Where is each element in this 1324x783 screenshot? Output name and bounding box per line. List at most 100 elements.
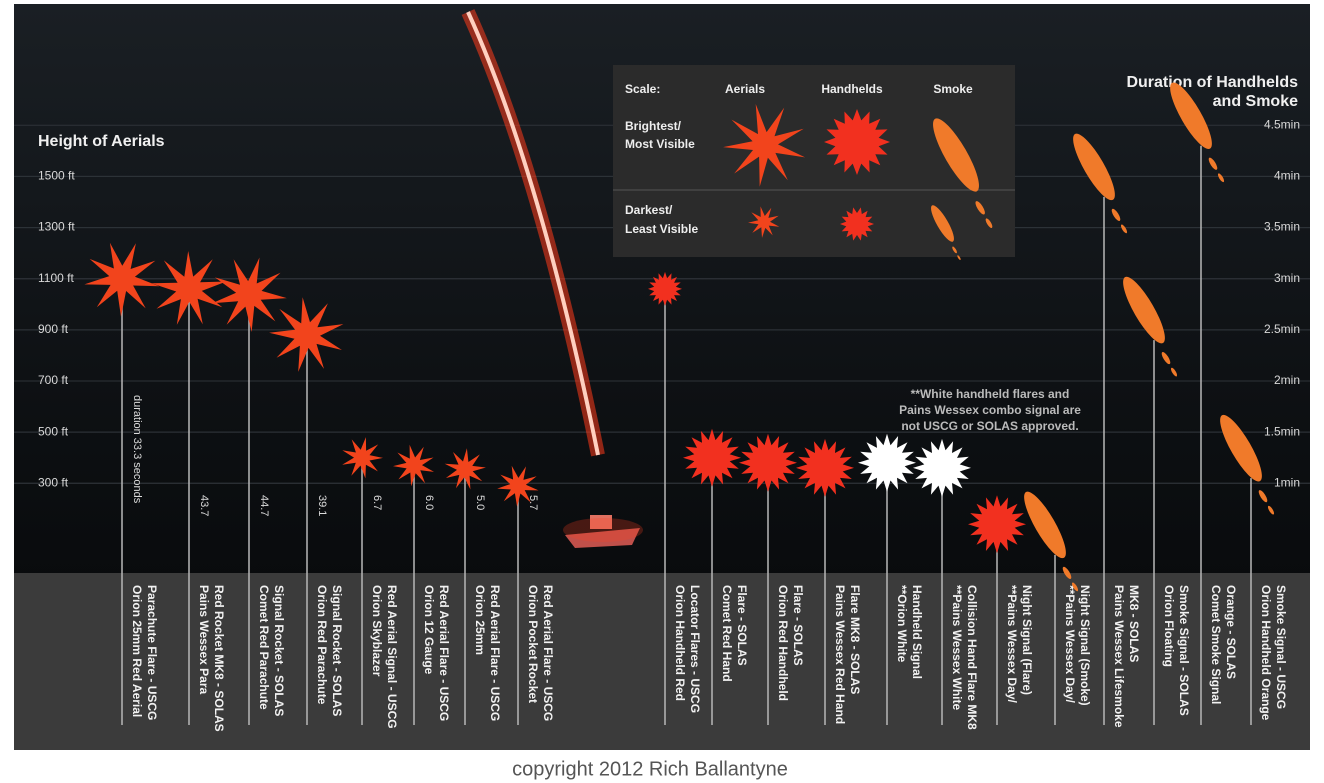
- handheld-burst: [683, 428, 741, 487]
- duration-label: 43.7: [198, 495, 210, 516]
- duration-label: 5.7: [527, 495, 539, 510]
- y-tick-label: 1300 ft: [38, 220, 75, 234]
- y2-tick-label: 1.5min: [1264, 424, 1300, 438]
- boat: [565, 528, 640, 548]
- y2-tick-label: 2.5min: [1264, 322, 1300, 336]
- aerial-burst: [151, 251, 227, 325]
- smoke-tail: [1258, 490, 1268, 503]
- x-tick-label: Comet Smoke Signal: [1209, 585, 1223, 704]
- y-tick-label: 700 ft: [38, 373, 69, 387]
- x-tick-label: Locator Flares - USCG: [688, 585, 702, 713]
- boat-glow: [563, 518, 643, 542]
- y2-axis-title: and Smoke: [1213, 93, 1298, 110]
- x-tick-label: Orion Red Parachute: [315, 585, 329, 705]
- smoke-tail: [1161, 352, 1171, 365]
- x-tick-label: Handheld Signal: [910, 585, 924, 679]
- scale-icon: [748, 206, 780, 238]
- smoke-tail: [975, 201, 985, 215]
- duration-label: duration 33.3 seconds: [131, 395, 143, 504]
- smoke-plume: [1024, 491, 1066, 559]
- y2-tick-label: 2min: [1274, 373, 1300, 387]
- y-tick-label: 300 ft: [38, 475, 69, 489]
- x-tick-label: Red Rocket MK8 - SOLAS: [212, 585, 226, 732]
- scale-title: Scale:: [625, 82, 660, 96]
- scale-row-label: Darkest/: [625, 203, 673, 217]
- legend-entry: Smoke: [933, 82, 973, 96]
- scale-icon: [723, 104, 806, 187]
- smoke-tail: [952, 246, 957, 254]
- rocket-trail: [466, 11, 600, 456]
- smoke-plume: [1123, 276, 1165, 344]
- y2-axis-title: Duration of Handhelds: [1126, 74, 1298, 91]
- x-tick-label: Pains Wessex Red Hand: [833, 585, 847, 724]
- smoke-tail: [1111, 208, 1121, 221]
- label-band: [14, 573, 1310, 750]
- x-tick-label: Red Aerial Flare - USCG: [488, 585, 502, 721]
- smoke-plume: [1220, 414, 1262, 482]
- x-tick-label: Comet Red Parachute: [257, 585, 271, 710]
- duration-label: 6.7: [371, 495, 383, 510]
- scale-icon: [840, 207, 874, 241]
- x-tick-label: Red Aerial Flare - USCG: [437, 585, 451, 721]
- x-tick-label: Pains Wessex Para: [197, 585, 211, 695]
- scale-row-label: Brightest/: [625, 119, 682, 133]
- x-tick-label: Orion 12 Gauge: [422, 585, 436, 675]
- x-tick-label: Parachute Flare - USCG: [145, 585, 159, 720]
- handheld-burst: [913, 438, 971, 497]
- smoke-tail: [1071, 582, 1079, 592]
- legend-entry: Aerials: [725, 82, 765, 96]
- handheld-burst: [968, 495, 1026, 554]
- x-tick-label: Flare - SOLAS: [735, 585, 749, 666]
- x-tick-label: MK8 - SOLAS: [1127, 585, 1141, 662]
- x-tick-label: Red Aerial Signal - USCG: [385, 585, 399, 729]
- x-tick-label: Orion Handheld Orange: [1259, 585, 1273, 721]
- y2-tick-label: 3min: [1274, 271, 1300, 285]
- aerial-burst: [342, 437, 383, 479]
- boat-cabin: [590, 515, 612, 529]
- aerial-burst: [444, 448, 486, 490]
- y2-tick-label: 4.5min: [1264, 117, 1300, 131]
- x-tick-label: Flare - SOLAS: [791, 585, 805, 666]
- x-tick-label: Orange - SOLAS: [1224, 585, 1238, 679]
- handheld-burst: [858, 433, 916, 492]
- aerial-burst: [84, 242, 160, 317]
- y-tick-label: 900 ft: [38, 322, 69, 336]
- x-tick-label: Red Aerial Flare - USCG: [541, 585, 555, 721]
- y-axis-title: Height of Aerials: [38, 133, 165, 150]
- x-tick-label: Orion 25mm: [473, 585, 487, 655]
- x-tick-label: **Pains Wessex Day/: [1005, 585, 1019, 704]
- aerial-burst: [497, 465, 539, 507]
- x-tick-label: Orion Handheld Red: [673, 585, 687, 701]
- smoke-plume: [1073, 133, 1115, 201]
- x-tick-label: Orion Pocket Rocket: [526, 585, 540, 703]
- x-tick-label: Night Signal (Smoke): [1078, 585, 1092, 706]
- smoke-tail: [1217, 173, 1225, 183]
- x-tick-label: Orion Floating: [1162, 585, 1176, 667]
- aerial-burst: [212, 257, 287, 332]
- handheld-burst: [648, 271, 682, 306]
- smoke-tail: [1267, 505, 1275, 515]
- duration-label: 39.1: [316, 495, 328, 516]
- smoke-plume: [931, 205, 954, 242]
- x-tick-label: Smoke Signal - SOLAS: [1177, 585, 1191, 716]
- legend-entry: Handhelds: [821, 82, 883, 96]
- x-tick-label: **Pains Wessex Day/: [1063, 585, 1077, 704]
- copyright: copyright 2012 Rich Ballantyne: [512, 758, 788, 780]
- scale-icon: [824, 109, 890, 175]
- x-tick-label: Orion 25mm Red Aerial: [130, 585, 144, 717]
- handheld-burst: [796, 438, 854, 497]
- scale-row-label: Least Visible: [625, 222, 698, 236]
- duration-label: 6.0: [423, 495, 435, 510]
- x-tick-label: Night Signal (Flare): [1020, 585, 1034, 695]
- x-tick-label: Signal Rocket - SOLAS: [272, 585, 286, 716]
- scale-icons: [723, 104, 993, 260]
- smoke-tail: [957, 255, 961, 260]
- y2-tick-label: 1min: [1274, 475, 1300, 489]
- x-tick-label: Orion Skyblazer: [370, 585, 384, 677]
- smoke-tail: [1170, 367, 1178, 377]
- note: **White handheld flares and: [911, 387, 1070, 401]
- x-tick-label: Signal Rocket - SOLAS: [330, 585, 344, 716]
- smoke-tail: [985, 218, 993, 228]
- duration-label: 5.0: [474, 495, 486, 510]
- duration-label: 44.7: [258, 495, 270, 516]
